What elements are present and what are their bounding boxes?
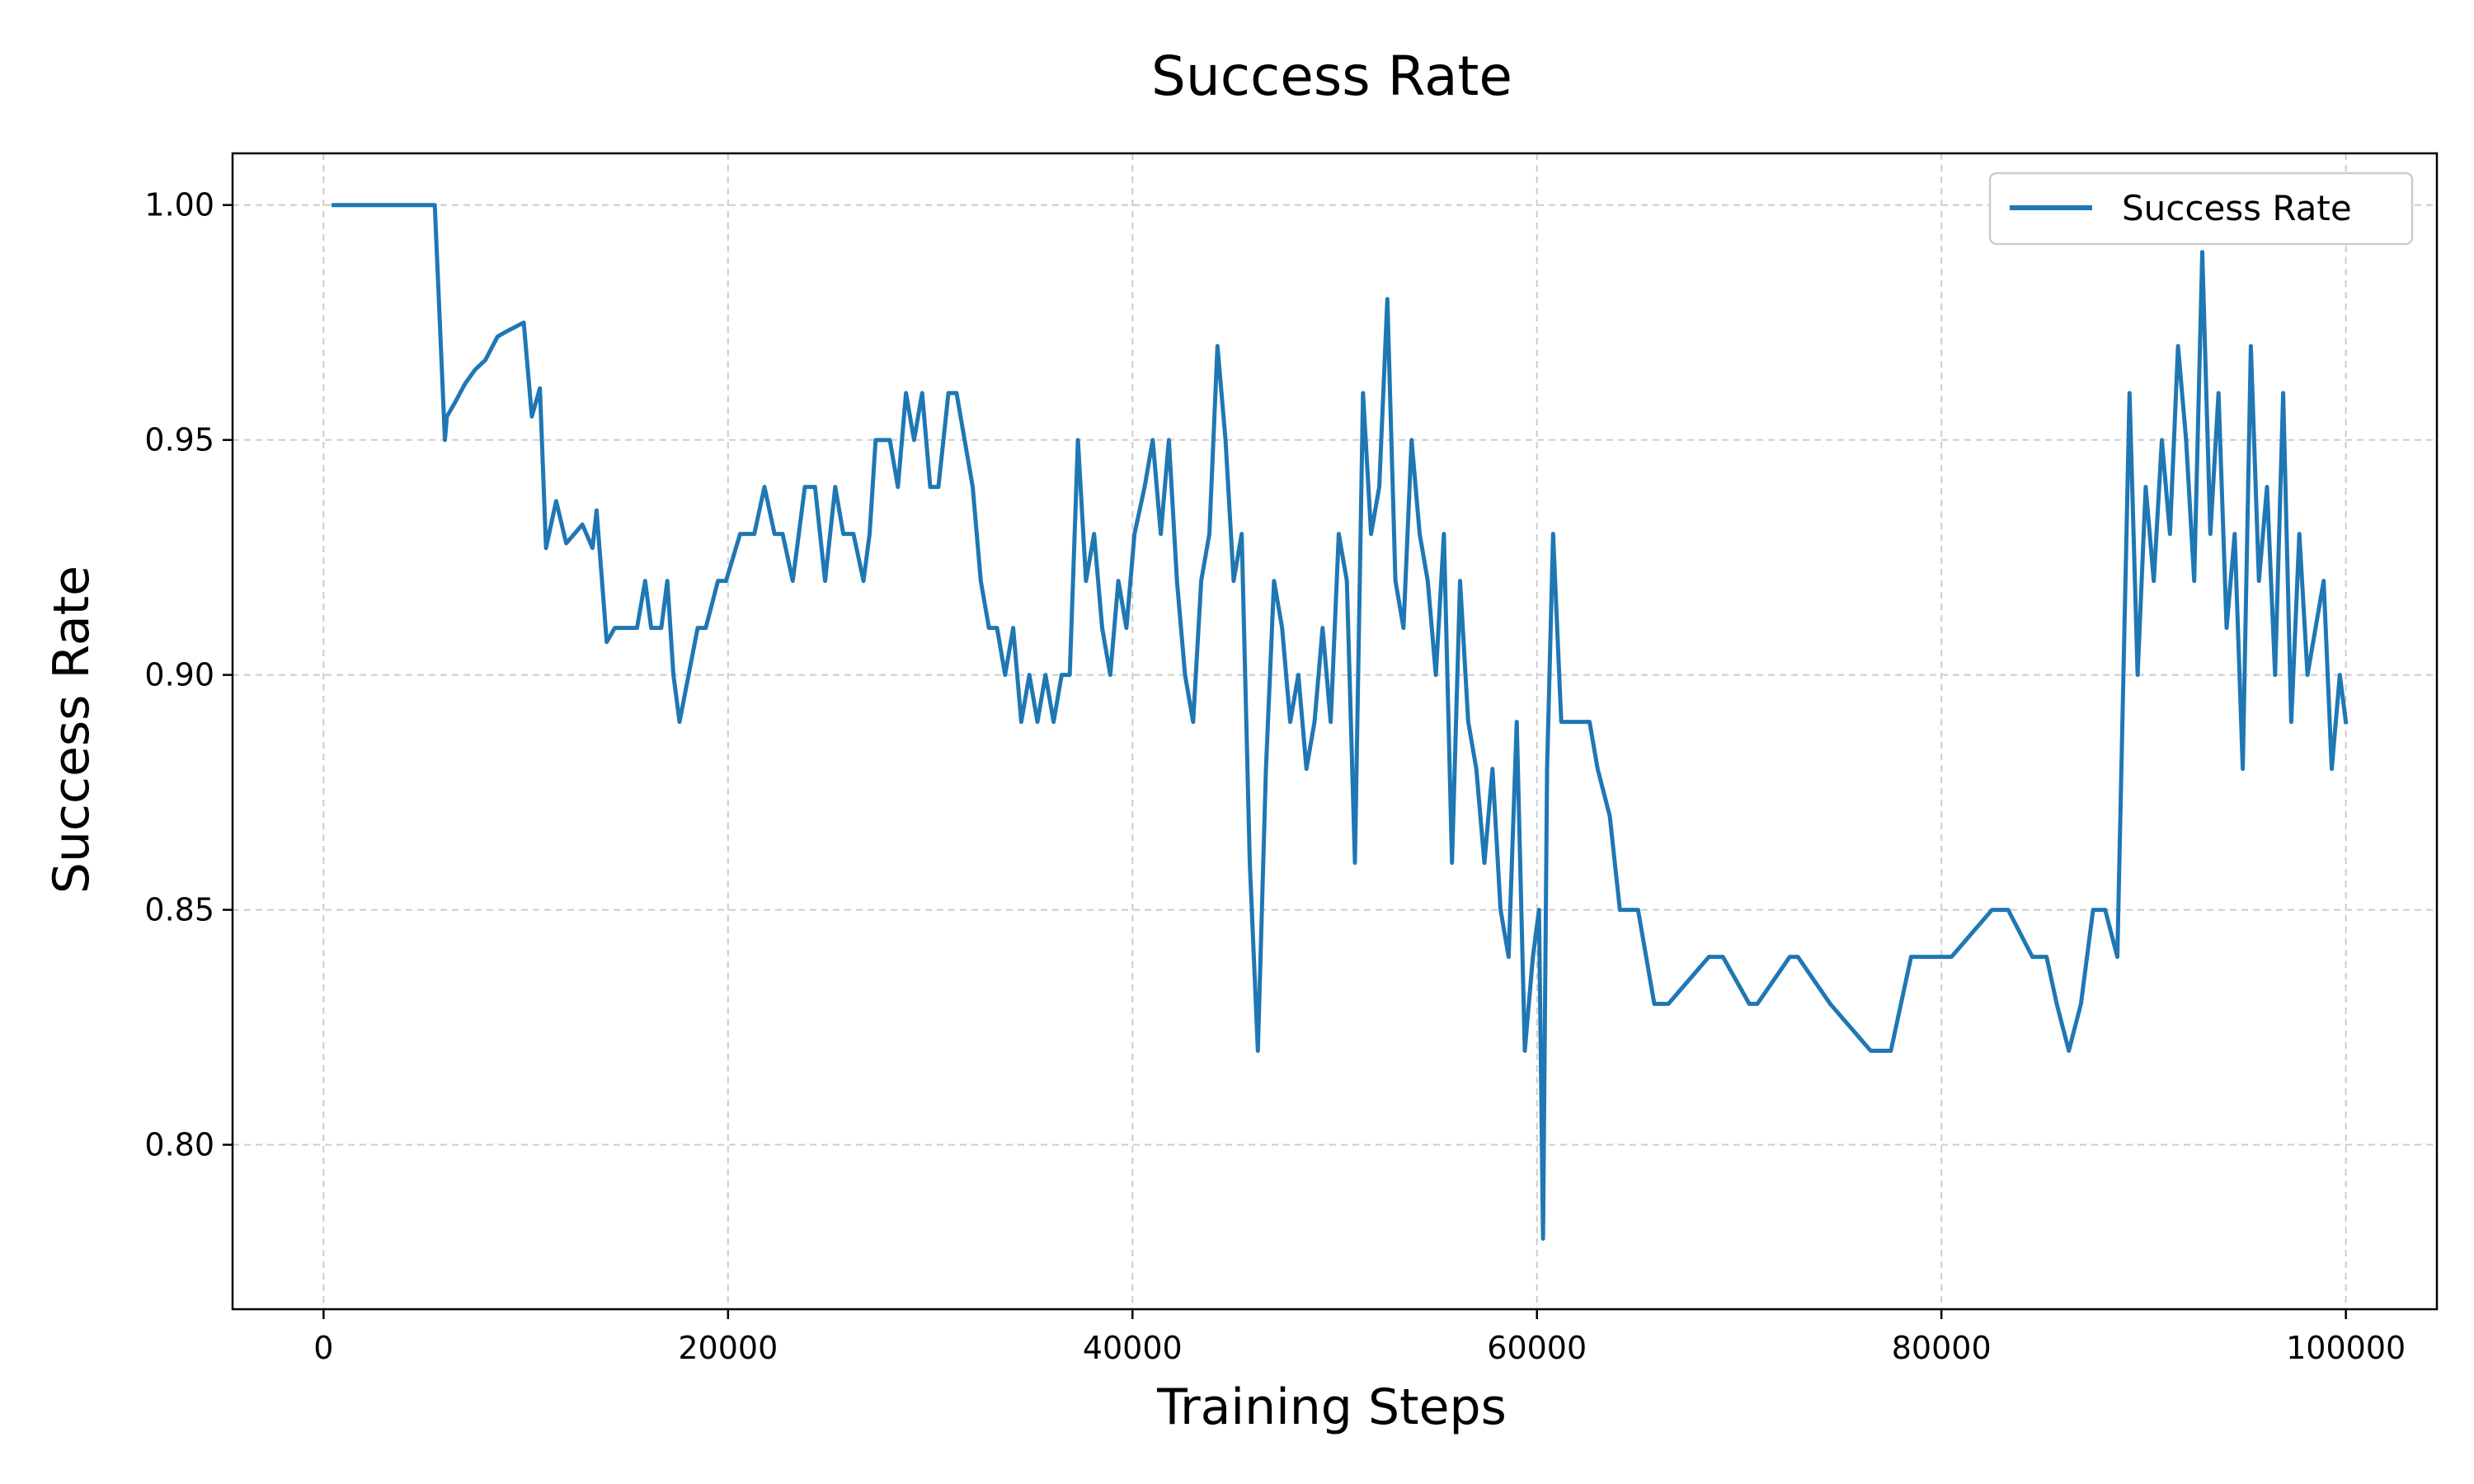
x-tick-label: 60000 bbox=[1487, 1330, 1587, 1366]
y-tick-label: 0.95 bbox=[144, 422, 214, 458]
y-tick-label: 1.00 bbox=[144, 187, 214, 223]
y-tick-label: 0.90 bbox=[144, 657, 214, 693]
chart-title: Success Rate bbox=[1151, 45, 1512, 108]
y-axis-ticks: 0.80 0.85 0.90 0.95 1.00 bbox=[144, 187, 233, 1163]
x-tick-label: 100000 bbox=[2286, 1330, 2406, 1366]
legend: Success Rate bbox=[1988, 171, 2414, 246]
legend-box bbox=[1988, 171, 2414, 246]
y-tick-label: 0.85 bbox=[144, 892, 214, 928]
axes-frame bbox=[231, 152, 2439, 1311]
y-tick-label: 0.80 bbox=[144, 1127, 214, 1163]
x-tick-label: 40000 bbox=[1083, 1330, 1183, 1366]
x-tick-label: 20000 bbox=[678, 1330, 778, 1366]
series-layer bbox=[332, 203, 2349, 1241]
x-tick-label: 0 bbox=[313, 1330, 333, 1366]
series-line-success-rate bbox=[332, 203, 2349, 1241]
x-tick-label: 80000 bbox=[1892, 1330, 1992, 1366]
legend-label: Success Rate bbox=[2122, 188, 2352, 228]
x-axis-title: Training Steps bbox=[1156, 1378, 1507, 1436]
x-axis-ticks: 0 20000 40000 60000 80000 100000 bbox=[313, 1309, 2406, 1366]
y-axis-title: Success Rate bbox=[43, 566, 101, 894]
